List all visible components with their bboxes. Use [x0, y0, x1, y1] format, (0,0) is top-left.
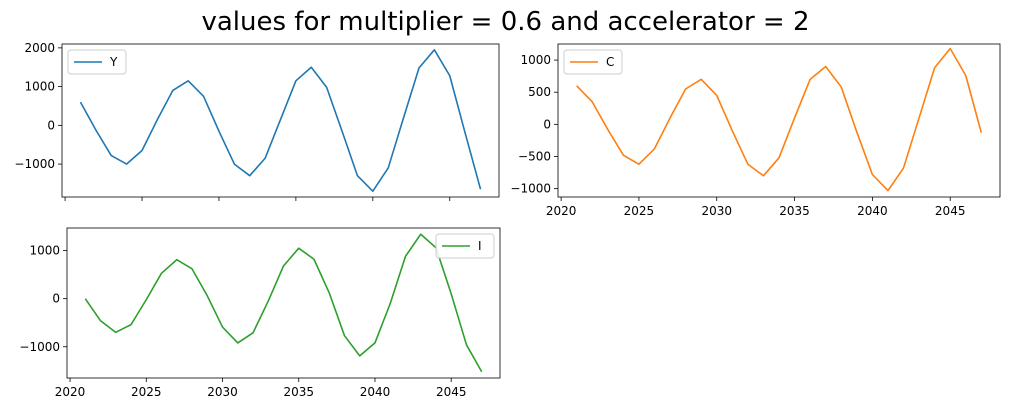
series-line-y: [79, 49, 482, 192]
y-tick-label: 0: [543, 117, 551, 131]
y-tick-label: 0: [47, 118, 55, 132]
series-line-i: [84, 233, 483, 373]
x-tick-label: 2025: [624, 204, 655, 218]
y-tick-label: 1000: [24, 80, 55, 94]
y-tick-label: −500: [518, 150, 551, 164]
x-tick-label: 2045: [436, 385, 467, 399]
y-tick-label: 1000: [520, 53, 551, 67]
x-tick-label: 2030: [701, 204, 732, 218]
legend-label: I: [478, 239, 482, 253]
y-tick-label: 500: [528, 85, 551, 99]
x-tick-label: 2020: [546, 204, 577, 218]
series-line-c: [576, 47, 983, 192]
legend-label: Y: [109, 55, 118, 69]
figure-title: values for multiplier = 0.6 and accelera…: [201, 7, 810, 37]
y-tick-label: 1000: [29, 244, 60, 258]
y-tick-label: −1000: [510, 182, 551, 196]
y-tick-label: −1000: [19, 340, 60, 354]
axes-frame: [61, 43, 500, 198]
x-tick-label: 2045: [935, 204, 966, 218]
legend-label: C: [606, 55, 614, 69]
axes-frame: [66, 227, 501, 379]
x-tick-label: 2020: [55, 385, 86, 399]
subplot-c: 1000 500 0 −500 −1000 2020 2025 2030 2035 2040 204…: [510, 43, 1001, 218]
x-tick-label: 2035: [779, 204, 810, 218]
x-tick-label: 2040: [360, 385, 391, 399]
y-tick-label: 0: [52, 292, 60, 306]
y-tick-label: 2000: [24, 41, 55, 55]
y-tick-label: −1000: [14, 157, 55, 171]
subplot-i: 1000 0 −1000 2020 2025 2030 2035 2040 2045 I: [19, 227, 501, 399]
subplot-y: 2000 1000 0 −1000 Y: [14, 41, 500, 201]
x-tick-label: 2030: [207, 385, 238, 399]
x-tick-label: 2025: [131, 385, 162, 399]
axes-frame: [557, 43, 1001, 198]
x-tick-label: 2035: [283, 385, 314, 399]
x-tick-label: 2040: [857, 204, 888, 218]
